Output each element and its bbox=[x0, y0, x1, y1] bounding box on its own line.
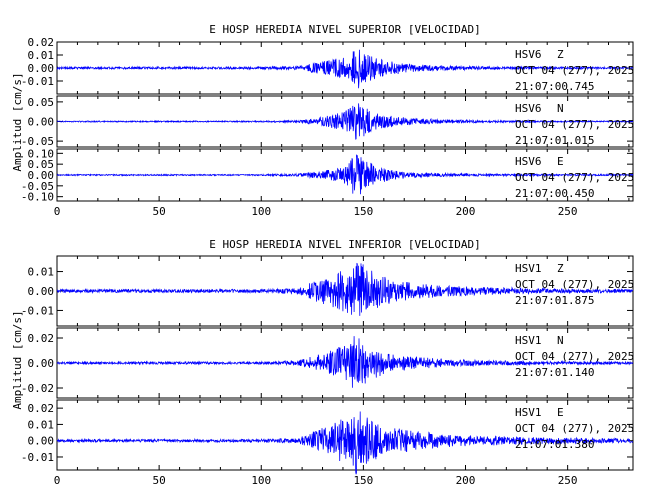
y-tick-label: 0.00 bbox=[28, 435, 55, 448]
y-tick-label: -0.01 bbox=[21, 75, 54, 88]
time-label: 21:07:01.140 bbox=[515, 366, 594, 379]
y-tick-label: 0.00 bbox=[28, 169, 55, 182]
y-tick-label: -0.05 bbox=[21, 180, 54, 193]
y-tick-label: 0.01 bbox=[28, 49, 55, 62]
trace-panel: 0.020.010.00-0.01 HSV6 Z OCT 04 (277), 2025… bbox=[21, 36, 634, 95]
station-label: HSV6 bbox=[515, 48, 542, 61]
date-label: OCT 04 (277), 2025 bbox=[515, 171, 634, 184]
time-label: 21:07:00.450 bbox=[515, 187, 594, 200]
y-tick-label: 0.01 bbox=[28, 418, 55, 431]
waveform-trace bbox=[56, 49, 634, 89]
y-tick-label: 0.00 bbox=[28, 285, 55, 298]
trace-panel: 0.05 0.00 -0.05 HSV6 N OCT 04 (277), 2025 21:0… bbox=[21, 95, 634, 148]
date-label: OCT 04 (277), 2025 bbox=[515, 118, 634, 131]
y-tick-label: 0.02 bbox=[28, 402, 55, 415]
date-label: OCT 04 (277), 2025 bbox=[515, 278, 634, 291]
date-label: OCT 04 (277), 2025 bbox=[515, 422, 634, 435]
time-label: 21:07:01.015 bbox=[515, 134, 594, 147]
y-tick-label: 0.01 bbox=[28, 266, 55, 279]
x-tick-label: 100 bbox=[251, 205, 271, 218]
y-tick-label: 0.05 bbox=[28, 158, 55, 171]
x-tick-label: 50 bbox=[153, 205, 166, 218]
trace-panel: 0.02 0.00 -0.02 HSV1 N OCT 04 (277), 2025 21:0… bbox=[21, 327, 634, 399]
waveform-trace bbox=[56, 153, 634, 195]
waveform-trace bbox=[56, 411, 634, 475]
trace-panel: 0.100.050.00-0.05-0.10 HSV6 E OCT 04 (277),… bbox=[21, 147, 634, 203]
x-tick-label: 200 bbox=[456, 205, 476, 218]
y-axis-label-upper: Amplitud [cm/s] bbox=[11, 72, 24, 171]
y-tick-label: 0.00 bbox=[28, 116, 55, 129]
waveform-trace bbox=[56, 262, 634, 316]
component-label: N bbox=[557, 102, 564, 115]
panel-frame bbox=[56, 399, 634, 471]
waveform-trace bbox=[56, 336, 634, 388]
station-label: HSV6 bbox=[515, 102, 542, 115]
y-tick-label: -0.01 bbox=[21, 451, 54, 464]
station-label: HSV1 bbox=[515, 406, 542, 419]
component-label: E bbox=[557, 155, 564, 168]
x-tick-label: 100 bbox=[251, 474, 271, 487]
component-label: Z bbox=[557, 48, 564, 61]
y-tick-label: 0.10 bbox=[28, 147, 55, 160]
x-tick-label: 0 bbox=[54, 474, 61, 487]
time-label: 21:07:01.380 bbox=[515, 438, 594, 451]
x-tick-label: 50 bbox=[153, 474, 166, 487]
y-axis-label-lower: Amplitud [cm/s] bbox=[11, 310, 24, 409]
y-tick-label: -0.01 bbox=[21, 304, 54, 317]
station-label: HSV1 bbox=[515, 262, 542, 275]
date-label: OCT 04 (277), 2025 bbox=[515, 64, 634, 77]
y-tick-label: -0.02 bbox=[21, 382, 54, 395]
date-label: OCT 04 (277), 2025 bbox=[515, 350, 634, 363]
component-label: N bbox=[557, 334, 564, 347]
y-tick-label: -0.05 bbox=[21, 135, 54, 148]
x-tick-label: 150 bbox=[353, 474, 373, 487]
y-tick-label: 0.02 bbox=[28, 36, 55, 49]
component-label: Z bbox=[557, 262, 564, 275]
x-tick-label: 150 bbox=[353, 205, 373, 218]
station-label: HSV6 bbox=[515, 155, 542, 168]
x-tick-label: 250 bbox=[558, 205, 578, 218]
x-tick-label: 250 bbox=[558, 474, 578, 487]
time-label: 21:07:00.745 bbox=[515, 80, 594, 93]
y-tick-label: 0.00 bbox=[28, 357, 55, 370]
chart-title-upper: E HOSP HEREDIA NIVEL SUPERIOR [VELOCIDAD… bbox=[209, 23, 481, 36]
time-label: 21:07:01.875 bbox=[515, 294, 594, 307]
y-tick-label: -0.10 bbox=[21, 191, 54, 204]
x-tick-label: 200 bbox=[456, 474, 476, 487]
waveform-trace bbox=[56, 103, 634, 140]
x-tick-label: 0 bbox=[54, 205, 61, 218]
trace-panel: 0.01 0.00 -0.01 HSV1 Z OCT 04 (277), 2025 21:0… bbox=[21, 255, 634, 327]
y-tick-label: 0.05 bbox=[28, 96, 55, 109]
trace-panel: 0.02 0.01 0.00 -0.01 HSV1 E OCT 04 (277), 2025… bbox=[21, 399, 634, 475]
chart-title-lower: E HOSP HEREDIA NIVEL INFERIOR [VELOCIDAD… bbox=[209, 238, 481, 251]
component-label: E bbox=[557, 406, 564, 419]
y-tick-label: 0.00 bbox=[28, 62, 55, 75]
station-label: HSV1 bbox=[515, 334, 542, 347]
y-tick-label: 0.02 bbox=[28, 332, 55, 345]
